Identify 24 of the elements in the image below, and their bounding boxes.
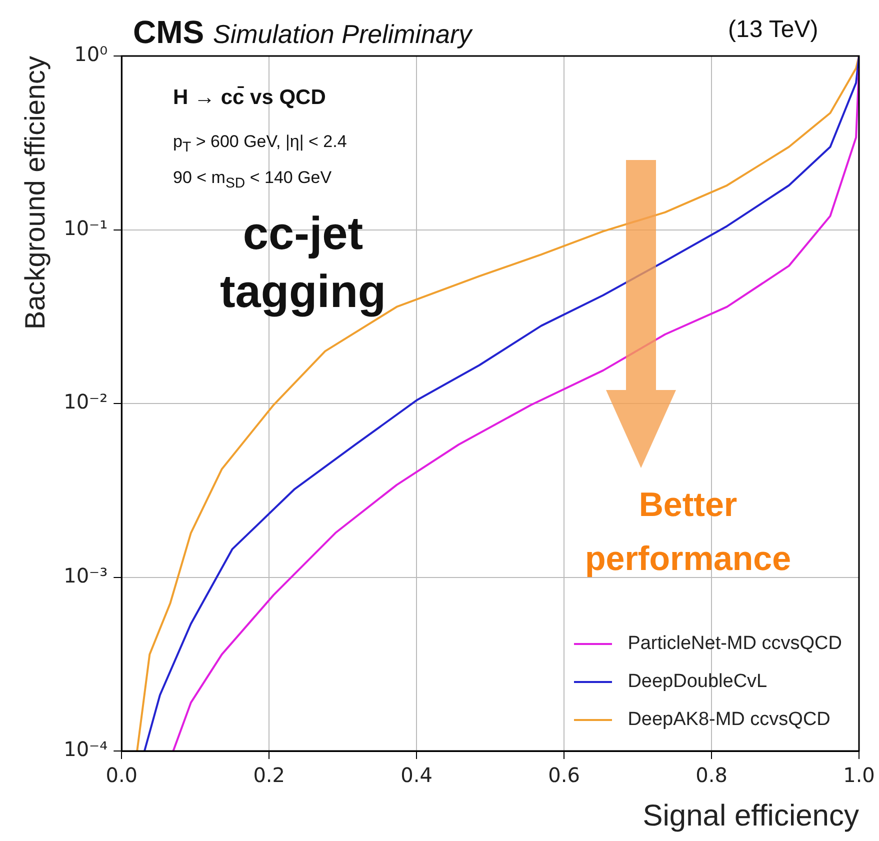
x-tick-label: 1.0 [843,763,875,788]
y-tick-label: 10⁻² [64,390,108,414]
annotation: H → cc̄ vs QCD [173,86,326,110]
y-tick-label: 10⁻³ [64,563,108,588]
y-tick-label: 10⁰ [74,42,108,66]
x-tick-label: 0.4 [400,763,432,788]
x-tick-label: 0.8 [696,763,728,788]
legend-label: DeepDoubleCvL [628,671,768,693]
legend-label: ParticleNet-MD ccvsQCD [628,633,842,655]
chart-subtitle: Simulation Preliminary [213,19,472,49]
y-tick-label: 10⁻⁴ [64,737,108,762]
x-tick-label: 0.6 [548,763,580,788]
x-tick-label: 0.2 [253,763,286,788]
x-axis-title: Signal efficiency [642,799,859,832]
annotation: cc-jet tagging [218,206,388,319]
annotation: p$_{T}$ > 600 GeV, |η| < 2.4 [173,132,347,156]
chart-title: CMS [133,14,204,50]
annotation: 90 < m$_{SD}$ < 140 GeV [173,168,332,192]
y-tick-label: 10⁻¹ [64,216,108,240]
text: (13 TeV) [728,16,818,44]
annotation: Better performance [584,485,792,580]
x-tick-label: 0.0 [106,763,138,788]
y-axis-title: Background efficiency [20,56,51,330]
legend-label: DeepAK8-MD ccvsQCD [628,709,830,731]
